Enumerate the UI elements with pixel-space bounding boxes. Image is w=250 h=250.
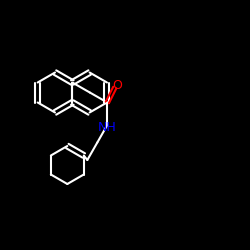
Text: O: O <box>112 78 122 92</box>
Text: NH: NH <box>98 121 117 134</box>
